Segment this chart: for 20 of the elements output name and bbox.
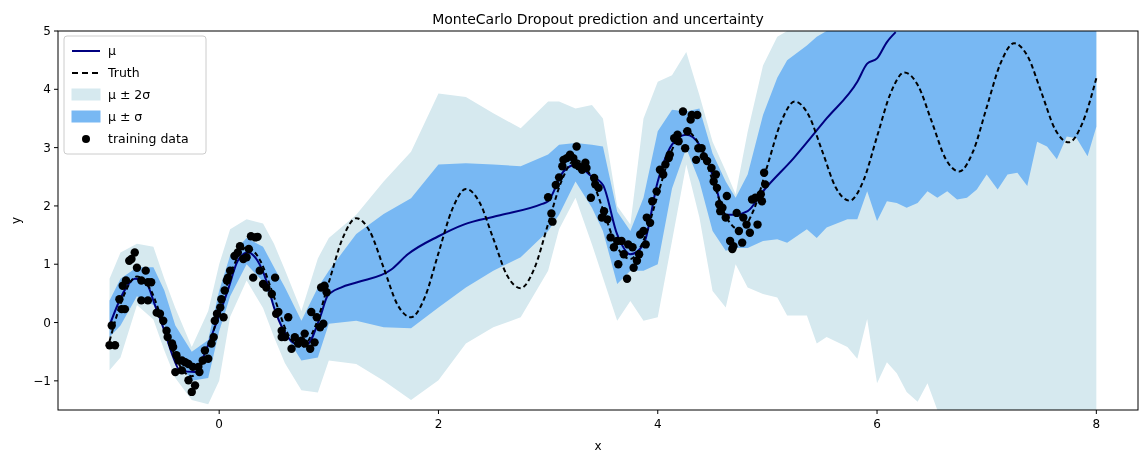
x-tick-label: 8	[1092, 417, 1101, 431]
chart-title: MonteCarlo Dropout prediction and uncertainty	[432, 11, 764, 27]
legend-label: μ ± 2σ	[108, 87, 151, 102]
y-tick-label: 5	[43, 24, 51, 38]
legend-label: μ ± σ	[108, 109, 143, 124]
x-axis-title: x	[594, 439, 602, 453]
x-tick-label: 4	[653, 417, 662, 431]
x-tick-label: 2	[434, 417, 443, 431]
x-tick-label: 0	[215, 417, 223, 431]
y-axis-title: y	[9, 216, 23, 225]
legend-label: Truth	[107, 65, 140, 80]
y-tick-label: 1	[43, 257, 51, 272]
y-tick-label: 2	[43, 198, 51, 213]
y-tick-label: 3	[43, 140, 51, 155]
y-tick-label: 0	[43, 315, 51, 330]
y-tick-label: −1	[33, 373, 51, 388]
legend-label: training data	[108, 131, 189, 146]
legend-label: μ	[108, 43, 116, 58]
y-tick-label: 4	[43, 82, 51, 97]
x-tick-label: 6	[873, 417, 881, 431]
